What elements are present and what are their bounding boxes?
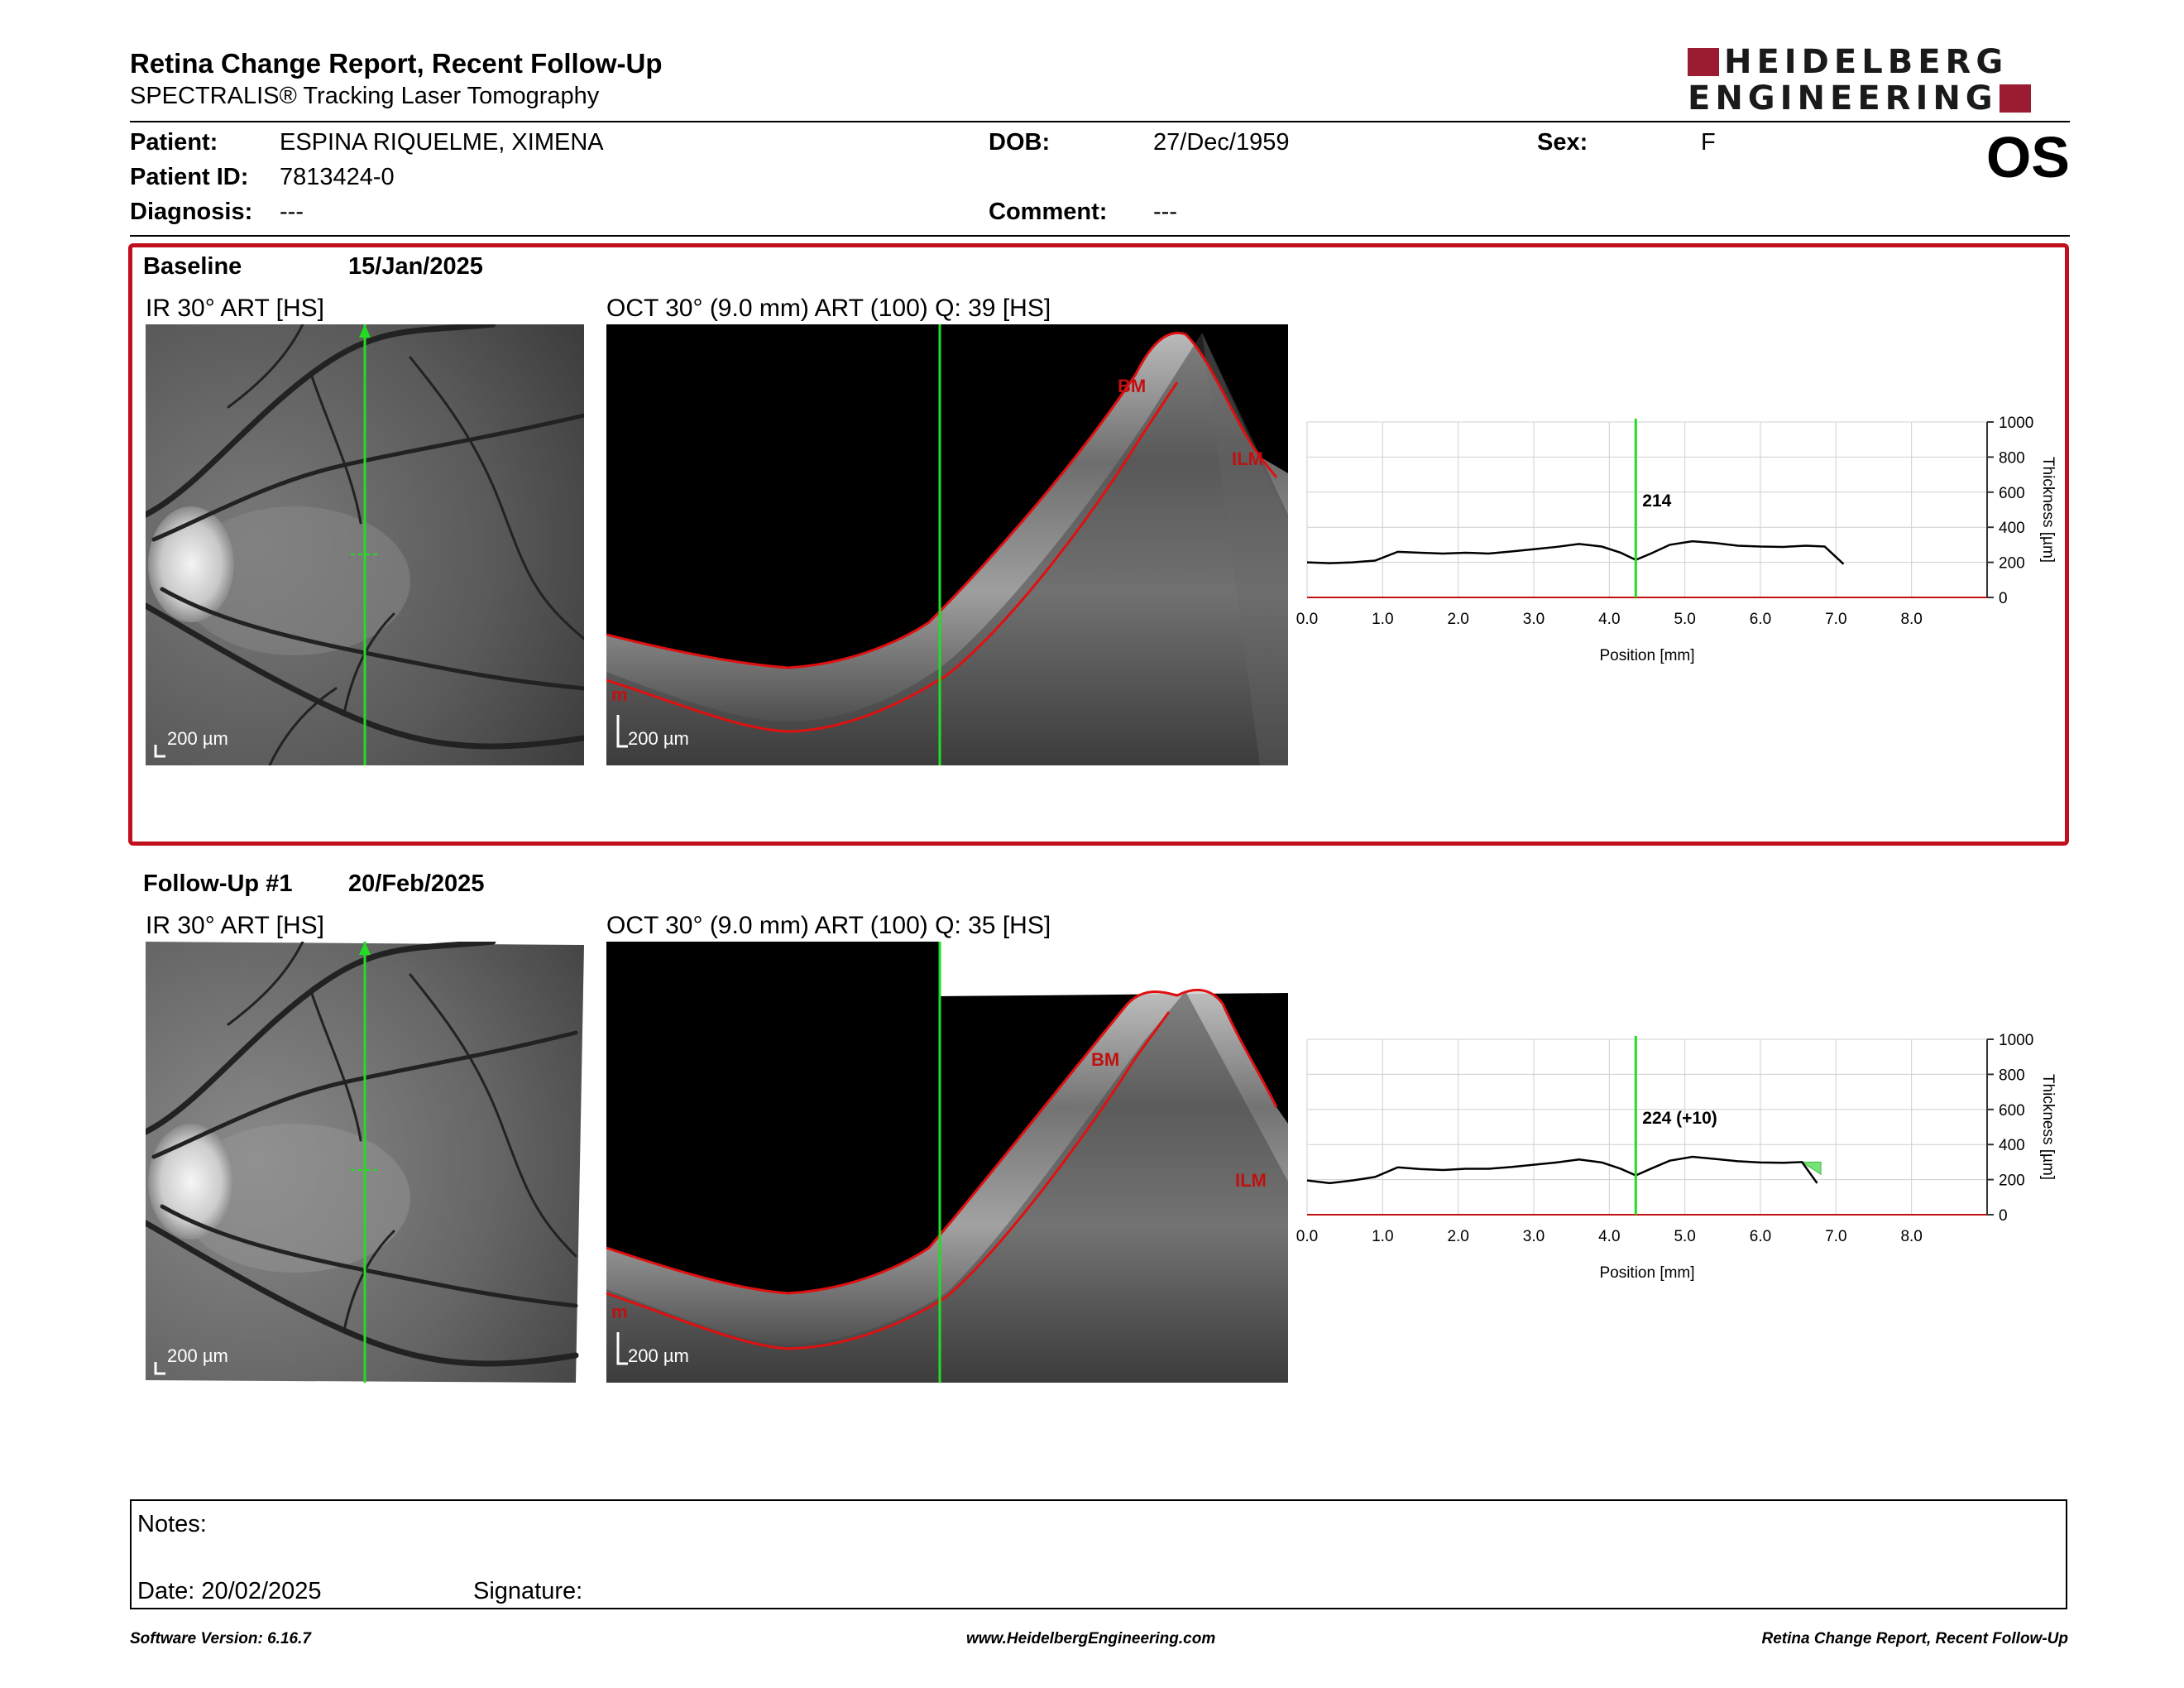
y-tick-label: 1000	[1999, 1032, 2033, 1049]
ir-caption: IR 30° ART [HS]	[146, 912, 324, 939]
scale-bar-label: 200 µm	[167, 728, 228, 749]
report-title: Retina Change Report, Recent Follow-Up	[130, 48, 663, 79]
comment-label: Comment:	[989, 199, 1108, 225]
eye-indicator: OS	[1985, 125, 2070, 189]
x-tick-label: 3.0	[1523, 611, 1545, 628]
notes-label: Notes:	[137, 1511, 207, 1537]
thickness-chart-baseline: 0.0 1.0 2.0 3.0 4.0 5.0 6.0 7.0 8.0 0 200 400 600 800…	[1296, 415, 2057, 664]
y-tick-label: 200	[1999, 1172, 2025, 1190]
marker-value-label: 214	[1642, 492, 1671, 511]
scale-bar-label: 200 µm	[167, 1345, 228, 1366]
y-tick-label: 800	[1999, 1067, 2025, 1084]
difference-area	[1800, 1161, 1822, 1176]
seg-partial-label: m	[611, 684, 628, 705]
x-tick-label: 4.0	[1598, 611, 1620, 628]
y-tick-label: 1000	[1999, 415, 2033, 432]
x-tick-label: 5.0	[1674, 611, 1695, 628]
x-tick-label: 2.0	[1447, 1228, 1468, 1245]
patient-divider	[130, 235, 2070, 237]
comment-value: ---	[1153, 199, 1177, 225]
x-tick-label: 7.0	[1825, 1228, 1846, 1245]
ir-caption: IR 30° ART [HS]	[146, 295, 324, 322]
y-tick-label: 0	[1999, 590, 2008, 607]
ir-fundus-image[interactable]: 200 µm	[146, 942, 584, 1383]
x-tick-label: 1.0	[1372, 1228, 1393, 1245]
baseline-frame	[128, 243, 2069, 846]
diagnosis-value: ---	[280, 199, 304, 225]
y-tick-label: 400	[1999, 520, 2025, 537]
patient-id-label: Patient ID:	[130, 164, 249, 190]
oct-bscan-image[interactable]: BM ILM m 200 µm	[606, 324, 1288, 765]
ilm-label: ILM	[1232, 448, 1263, 469]
patient-label: Patient:	[130, 129, 218, 156]
sex-value: F	[1701, 129, 1716, 156]
y-tick-label: 600	[1999, 1102, 2025, 1120]
x-tick-label: 8.0	[1900, 1228, 1922, 1245]
bm-label: BM	[1091, 1049, 1119, 1070]
ilm-label: ILM	[1235, 1170, 1267, 1191]
x-tick-label: 2.0	[1447, 611, 1468, 628]
y-tick-label: 200	[1999, 555, 2025, 573]
ir-fundus-image[interactable]: 200 µm	[146, 324, 584, 765]
thickness-series-line	[1306, 1155, 1818, 1185]
y-tick-label: 400	[1999, 1137, 2025, 1154]
y-tick-label: 0	[1999, 1207, 2008, 1225]
x-axis-title: Position [mm]	[1599, 647, 1694, 664]
seg-partial-label: m	[611, 1302, 628, 1322]
dob-label: DOB:	[989, 129, 1051, 156]
scale-bar-label: 200 µm	[628, 1345, 689, 1366]
dob-value: 27/Dec/1959	[1153, 129, 1290, 156]
sex-label: Sex:	[1537, 129, 1588, 156]
exam-date: 15/Jan/2025	[348, 253, 483, 280]
heidelberg-logo: HEIDELBERG ENGINEERING	[1688, 46, 2068, 117]
footer-software-version: Software Version: 6.16.7	[130, 1630, 311, 1647]
x-tick-label: 6.0	[1750, 1228, 1771, 1245]
x-tick-label: 6.0	[1750, 611, 1771, 628]
x-tick-label: 0.0	[1296, 1228, 1318, 1245]
notes-date: Date: 20/02/2025	[137, 1578, 322, 1604]
bm-label: BM	[1118, 376, 1146, 396]
oct-bscan-image[interactable]: BM ILM m 200 µm	[606, 942, 1288, 1383]
x-tick-label: 0.0	[1296, 611, 1318, 628]
thickness-series-line	[1306, 539, 1845, 565]
x-tick-label: 7.0	[1825, 611, 1846, 628]
oct-caption: OCT 30° (9.0 mm) ART (100) Q: 39 [HS]	[606, 295, 1051, 322]
thickness-chart-followup: 0.0 1.0 2.0 3.0 4.0 5.0 6.0 7.0 8.0 0 200 400 600 800…	[1296, 1032, 2057, 1282]
signature-label: Signature:	[473, 1578, 583, 1604]
scale-bar-label: 200 µm	[628, 728, 689, 749]
patient-id: 7813424-0	[280, 164, 395, 190]
x-tick-label: 8.0	[1900, 611, 1922, 628]
y-axis-title: Thickness [µm]	[2039, 1074, 2057, 1180]
exam-date: 20/Feb/2025	[348, 870, 485, 897]
oct-caption: OCT 30° (9.0 mm) ART (100) Q: 35 [HS]	[606, 912, 1051, 939]
diagnosis-label: Diagnosis:	[130, 199, 253, 225]
x-tick-label: 1.0	[1372, 611, 1393, 628]
footer-website[interactable]: www.HeidelbergEngineering.com	[966, 1630, 1216, 1647]
x-axis-title: Position [mm]	[1599, 1264, 1694, 1282]
report-subtitle: SPECTRALIS® Tracking Laser Tomography	[130, 83, 600, 109]
header-divider	[130, 121, 2070, 122]
patient-name: ESPINA RIQUELME, XIMENA	[280, 129, 604, 156]
marker-value-label: 224 (+10)	[1642, 1109, 1717, 1128]
exam-label: Follow-Up #1	[143, 870, 293, 897]
y-axis-title: Thickness [µm]	[2039, 457, 2057, 563]
logo-square-icon	[1999, 84, 2031, 113]
exam-label: Baseline	[143, 253, 242, 280]
footer-report-name: Retina Change Report, Recent Follow-Up	[1761, 1630, 2068, 1647]
x-tick-label: 4.0	[1598, 1228, 1620, 1245]
y-tick-label: 800	[1999, 449, 2025, 467]
x-tick-label: 5.0	[1674, 1228, 1695, 1245]
y-tick-label: 600	[1999, 485, 2025, 502]
notes-box[interactable]: Notes: Date: 20/02/2025 Signature:	[130, 1499, 2067, 1609]
x-tick-label: 3.0	[1523, 1228, 1545, 1245]
logo-square-icon	[1688, 48, 1719, 76]
